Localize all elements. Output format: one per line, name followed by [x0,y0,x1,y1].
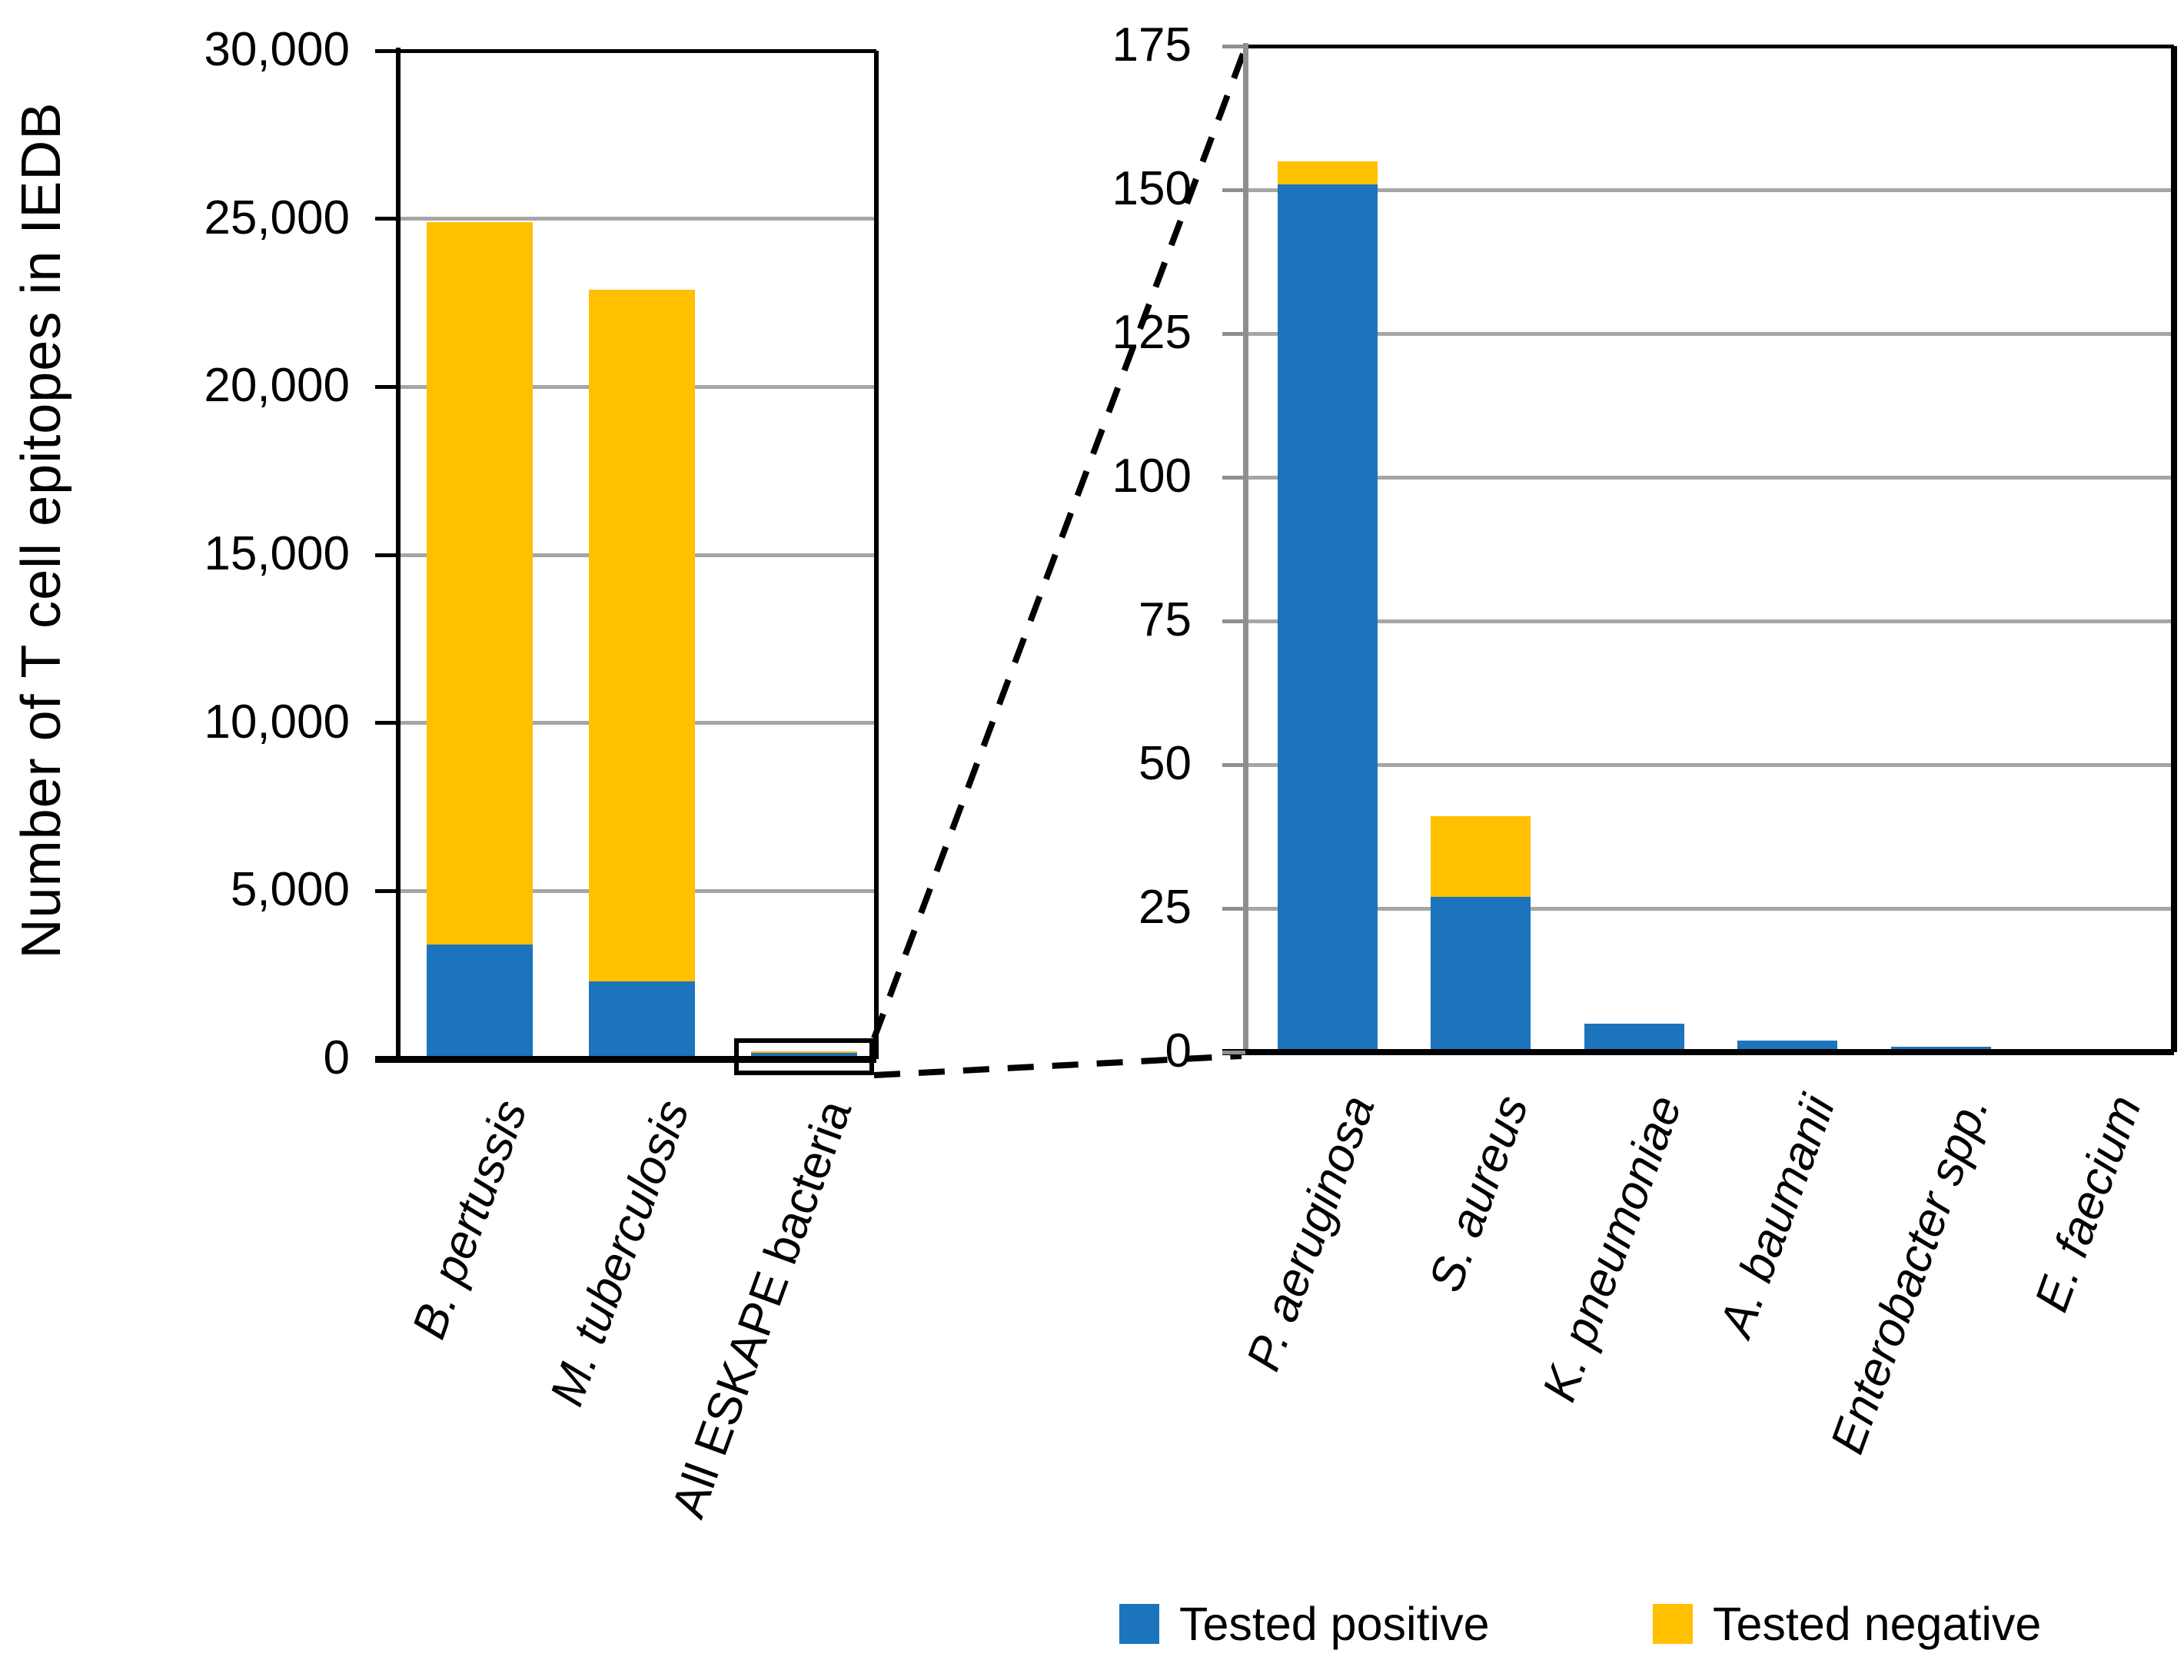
legend-swatch-positive-icon [1119,1604,1159,1644]
bar-segment-positive [427,945,533,1059]
bar-segment-negative [1278,161,1378,184]
y-tick-label: 0 [1165,1024,1192,1078]
y-tick-mark [375,217,398,221]
x-axis-line [1222,1049,2174,1055]
y-axis-line [396,48,401,1062]
y-tick-label: 50 [1139,737,1192,791]
bar-segment-negative [751,1051,857,1053]
gridline [398,217,876,221]
bar-segment-positive [1278,184,1378,1052]
y-tick-mark [375,48,398,53]
gridline [1245,762,2174,767]
y-axis-line [1242,43,1248,1055]
y-tick-label: 25 [1139,881,1192,935]
y-tick-mark [1222,906,1245,911]
plot-top-border [1245,44,2174,48]
y-tick-mark [1222,762,1245,767]
y-tick-mark [375,384,398,389]
gridline [1245,475,2174,480]
y-tick-label: 5,000 [230,863,350,917]
y-tick-mark [1222,44,1245,48]
legend-label-negative: Tested negative [1713,1598,2042,1650]
x-axis-line [375,1055,876,1063]
legend-item-tested-negative: Tested negative [1653,1598,2041,1650]
plot-right-border [874,51,879,1059]
legend-swatch-negative-icon [1653,1604,1693,1644]
gridline [1245,331,2174,336]
y-tick-mark [375,1057,398,1061]
y-tick-mark [1222,1050,1245,1054]
zoom-callout-rectangle [734,1038,874,1075]
y-tick-mark [375,553,398,557]
plot-right-border [2171,46,2177,1052]
y-tick-label: 0 [323,1031,350,1085]
y-tick-mark [375,721,398,725]
bar-segment-negative [589,289,695,982]
zoom-callout-line-bottom [873,1053,1242,1078]
y-tick-label: 150 [1112,162,1192,216]
y-tick-label: 25,000 [204,191,350,244]
y-tick-mark [1222,331,1245,336]
y-tick-label: 100 [1112,450,1192,503]
y-tick-mark [1222,188,1245,192]
legend-label-positive: Tested positive [1179,1598,1490,1650]
bar-segment-negative [1431,816,1531,898]
plot-top-border [398,48,876,53]
gridline [1245,906,2174,911]
legend-item-tested-positive: Tested positive [1119,1598,1490,1650]
y-tick-mark [1222,619,1245,623]
y-tick-label: 20,000 [204,359,350,413]
gridline [1245,619,2174,623]
bar-segment-positive [589,981,695,1059]
y-tick-label: 175 [1112,18,1192,72]
y-tick-label: 10,000 [204,695,350,749]
bar-segment-positive [1584,1023,1684,1052]
gridline [1245,188,2174,192]
y-tick-label: 125 [1112,306,1192,360]
y-tick-label: 75 [1139,593,1192,647]
bar-segment-negative [427,222,533,945]
y-tick-label: 15,000 [204,527,350,581]
y-tick-mark [1222,475,1245,480]
bar-segment-positive [1431,897,1531,1052]
y-tick-mark [375,888,398,893]
y-tick-label: 30,000 [204,23,350,77]
